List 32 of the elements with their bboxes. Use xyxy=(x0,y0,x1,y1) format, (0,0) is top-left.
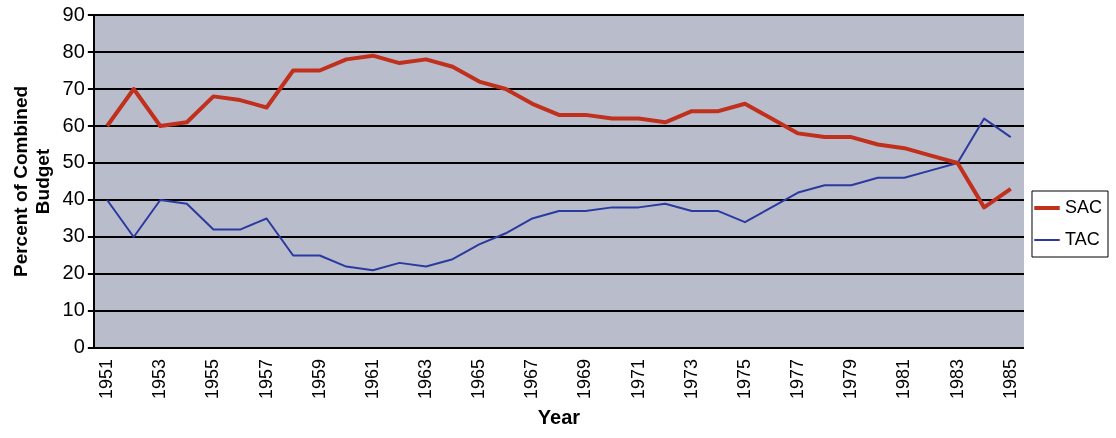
x-tick-label: 1951 xyxy=(96,358,117,399)
x-tick-label: 1969 xyxy=(574,358,595,399)
y-tick-label: 30 xyxy=(62,224,85,247)
y-tick-label: 40 xyxy=(62,187,85,210)
x-tick-label: 1961 xyxy=(361,358,382,399)
y-tick-label: 90 xyxy=(62,2,85,25)
y-tick-label: 80 xyxy=(62,39,85,62)
x-tick-label: 1985 xyxy=(999,358,1020,399)
legend-label: TAC xyxy=(1064,228,1100,249)
x-tick-label: 1975 xyxy=(733,358,754,399)
x-tick-label: 1955 xyxy=(202,358,223,399)
x-tick-label: 1977 xyxy=(787,358,808,399)
y-tick-label: 0 xyxy=(73,335,85,358)
x-tick-label: 1957 xyxy=(255,358,276,399)
y-tick-label: 60 xyxy=(62,113,85,136)
x-tick-label: 1981 xyxy=(893,358,914,399)
x-axis-title: Year xyxy=(537,405,581,428)
y-tick-label: 50 xyxy=(62,150,85,173)
y-tick-label: 20 xyxy=(62,261,85,284)
x-tick-label: 1979 xyxy=(840,358,861,399)
x-tick-label: 1959 xyxy=(308,358,329,399)
x-tick-label: 1983 xyxy=(946,358,967,399)
x-tick-label: 1963 xyxy=(415,358,436,399)
y-axis-title: Percent of Combined Budget xyxy=(9,85,54,278)
y-tick-label: 10 xyxy=(62,298,85,321)
x-tick-label: 1953 xyxy=(149,358,170,399)
legend-label: SAC xyxy=(1064,196,1102,217)
x-tick-label: 1965 xyxy=(468,358,489,399)
x-tick-label: 1967 xyxy=(521,358,542,399)
x-tick-label: 1973 xyxy=(680,358,701,399)
x-tick-label: 1971 xyxy=(627,358,648,399)
y-tick-label: 70 xyxy=(62,76,85,99)
